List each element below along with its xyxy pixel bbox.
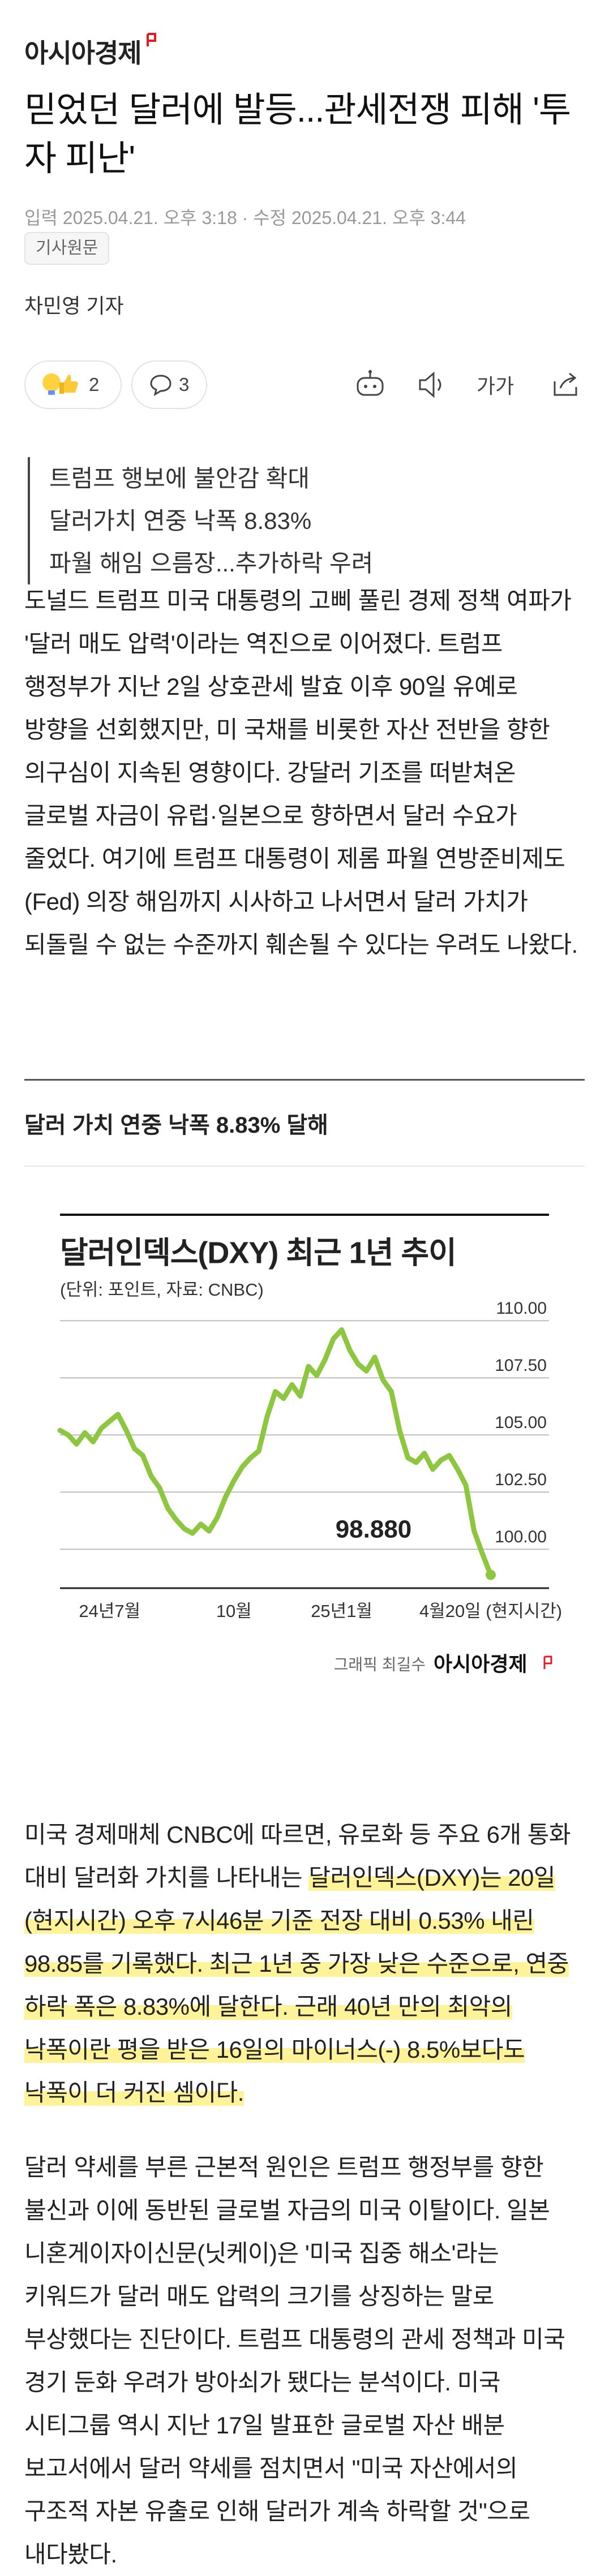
highlighted-text: 달러인덱스(DXY)는 20일(현지시간) 오후 7시46분 기준 전장 대비 … xyxy=(24,1864,569,2106)
end-point xyxy=(486,1569,496,1580)
divider xyxy=(24,1079,585,1081)
x-tick-label: 24년7월 xyxy=(79,1601,140,1621)
subheading: 달러 가치 연중 낙폭 8.83% 달해 xyxy=(24,1113,328,1138)
chart-figure: 달러인덱스(DXY) 최근 1년 추이 (단위: 포인트, 자료: CNBC) … xyxy=(57,1214,562,1676)
font-size-button[interactable]: 가가 xyxy=(477,375,514,398)
chart-title: 달러인덱스(DXY) 최근 1년 추이 xyxy=(60,1236,456,1270)
share-icon[interactable] xyxy=(549,368,582,401)
audio-icon[interactable] xyxy=(415,369,448,401)
chart-credit: 그래픽 최길수 xyxy=(334,1655,426,1673)
annotation: 98.880 xyxy=(336,1516,412,1543)
modified-date: 수정 2025.04.21. 오후 3:44 xyxy=(253,208,466,228)
reaction-icon xyxy=(42,373,78,395)
y-tick-label: 105.00 xyxy=(495,1413,547,1432)
comment-icon xyxy=(150,375,171,397)
comment-count: 3 xyxy=(179,374,190,395)
paragraph: 미국 경제매체 CNBC에 따르면, 유로화 등 주요 6개 통화 대비 달러화… xyxy=(24,1813,585,2114)
x-tick-label: 4월20일 (현지시간) xyxy=(419,1601,562,1621)
summary-bot-icon[interactable] xyxy=(353,368,387,402)
headline: 믿었던 달러에 발등...관세전쟁 피해 '투자 피난' xyxy=(24,91,571,178)
paragraph-text: 미국 경제매체 CNBC에 따르면, 유로화 등 주요 6개 통화 대비 달러화… xyxy=(24,1821,571,1891)
summary-line: 달러가치 연중 낙폭 8.83% xyxy=(49,508,312,534)
y-tick-label: 107.50 xyxy=(495,1356,547,1375)
y-tick-label: 100.00 xyxy=(495,1528,547,1546)
summary-box: 트럼프 행보에 불안감 확대 달러가치 연중 낙폭 8.83% 파월 해임 으름… xyxy=(28,457,373,584)
y-tick-label: 102.50 xyxy=(495,1470,547,1489)
paragraph: 달러 약세를 부른 근본적 원인은 트럼프 행정부를 향한 불신과 이에 동반된… xyxy=(24,2154,565,2568)
summary-line: 파월 해임 으름장...추가하락 우려 xyxy=(49,550,374,577)
chart-subtitle: (단위: 포인트, 자료: CNBC) xyxy=(60,1280,264,1300)
paragraph: 도널드 트럼프 미국 대통령의 고삐 풀린 경제 정책 여파가 '달러 매도 압… xyxy=(24,587,578,958)
x-tick-label: 25년1월 xyxy=(311,1601,372,1621)
summary-line: 트럼프 행보에 불안감 확대 xyxy=(49,465,310,492)
reaction-count: 2 xyxy=(89,374,100,395)
dates: 입력 2025.04.21. 오후 3:18 · 수정 2025.04.21. … xyxy=(24,208,466,228)
logo-text[interactable]: 아시아경제 xyxy=(24,38,142,68)
logo[interactable]: 아시아경제 xyxy=(24,33,157,70)
logo-mark xyxy=(146,33,156,46)
published-date: 입력 2025.04.21. 오후 3:18 xyxy=(24,208,237,228)
chart-credit-brand: 아시아경제 xyxy=(434,1653,527,1676)
y-tick-label: 110.00 xyxy=(496,1299,547,1318)
source-button[interactable]: 기사원문 xyxy=(24,232,110,265)
comment-button[interactable]: 3 xyxy=(131,360,207,409)
data-line xyxy=(57,1327,494,1578)
credit-mark xyxy=(543,1655,552,1669)
reaction-button[interactable]: 2 xyxy=(24,360,122,409)
x-tick-label: 10월 xyxy=(216,1601,252,1621)
reporter[interactable]: 차민영 기자 xyxy=(24,294,124,317)
divider xyxy=(24,1166,585,1167)
